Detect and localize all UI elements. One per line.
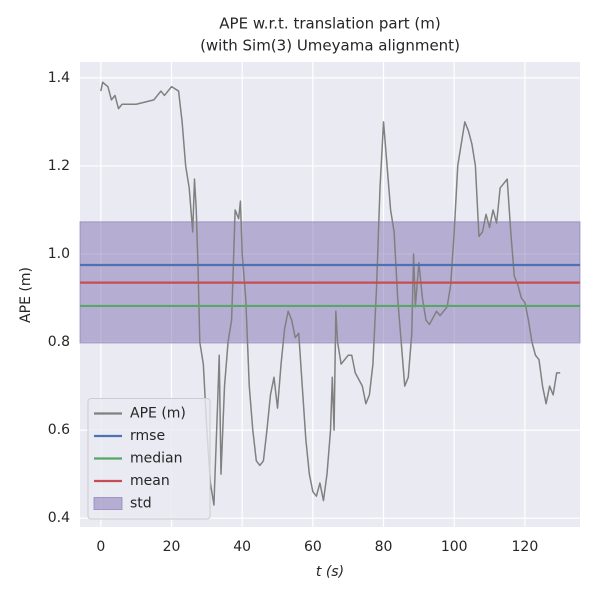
legend-label: mean <box>130 473 170 489</box>
data-line <box>100 81 561 506</box>
y-tick-label: 1.4 <box>48 70 70 86</box>
x-tick-label: 60 <box>304 539 322 555</box>
chart-title: APE w.r.t. translation part (m) <box>219 15 440 33</box>
y-tick-label: 0.6 <box>48 422 70 438</box>
legend-label: APE (m) <box>130 406 186 422</box>
legend-label: median <box>130 451 182 467</box>
legend-box <box>87 398 211 520</box>
x-tick-label: 100 <box>441 539 468 555</box>
x-axis-label: t (s) <box>316 564 344 580</box>
legend-label: std <box>130 496 152 512</box>
legend-label: rmse <box>130 428 165 444</box>
x-tick-label: 40 <box>233 539 251 555</box>
y-tick-label: 1.0 <box>48 246 70 262</box>
legend-swatch <box>93 497 123 510</box>
y-tick-label: 0.4 <box>48 510 70 526</box>
x-tick-label: 20 <box>163 539 181 555</box>
chart-subtitle: (with Sim(3) Umeyama alignment) <box>200 37 460 55</box>
y-tick-label: 0.8 <box>48 334 70 350</box>
x-tick-label: 80 <box>375 539 393 555</box>
y-axis-label: APE (m) <box>18 267 34 323</box>
y-tick-label: 1.2 <box>48 158 70 174</box>
x-tick-label: 120 <box>512 539 539 555</box>
x-tick-label: 0 <box>96 539 105 555</box>
